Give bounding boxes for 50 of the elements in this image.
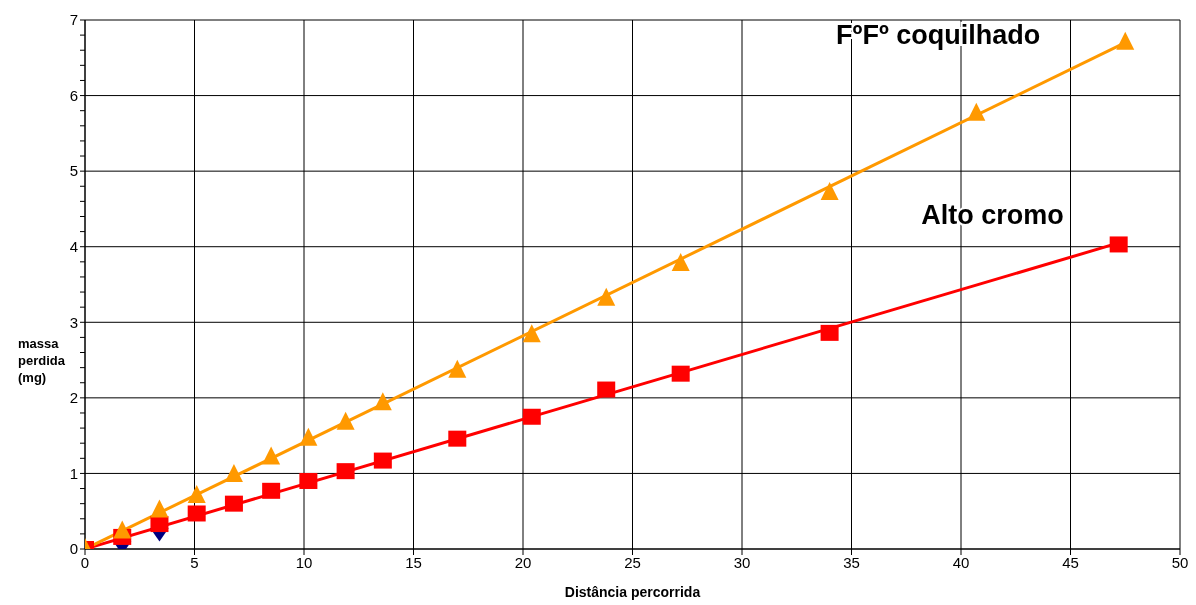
y-axis-title: massa perdida (mg)	[18, 335, 66, 385]
point	[299, 427, 318, 446]
point	[373, 392, 392, 411]
point	[150, 516, 169, 533]
y-tick-label: 2	[69, 389, 78, 407]
point	[967, 102, 986, 121]
point	[224, 463, 243, 482]
x-tick-label: 15	[405, 553, 422, 571]
x-tick-label: 50	[1171, 553, 1189, 571]
point	[187, 505, 206, 522]
point	[336, 463, 355, 480]
point	[1116, 31, 1135, 50]
point	[262, 446, 281, 465]
x-tick-label: 25	[624, 553, 641, 571]
x-tick-label: 0	[80, 553, 90, 571]
y-tick-label: 6	[69, 86, 78, 104]
point	[448, 430, 467, 447]
point	[113, 520, 132, 539]
x-tick-label: 35	[843, 553, 860, 571]
x-tick-label: 10	[295, 553, 313, 571]
point	[373, 452, 392, 469]
x-tick-label: 30	[733, 553, 751, 571]
point	[299, 472, 318, 489]
point	[150, 499, 169, 518]
point	[671, 253, 690, 272]
y-tick-label: 3	[69, 313, 78, 331]
point	[522, 408, 541, 425]
point	[262, 482, 281, 499]
y-tick-label: 5	[69, 162, 78, 180]
x-tick-label: 45	[1062, 553, 1079, 571]
series-label: Alto cromo	[921, 199, 1064, 230]
point	[820, 324, 839, 341]
x-tick-label: 20	[514, 553, 532, 571]
point	[224, 495, 243, 512]
y-tick-label: 7	[69, 11, 78, 29]
point	[522, 324, 541, 343]
point	[1109, 236, 1128, 253]
y-tick-label: 1	[69, 464, 78, 482]
x-axis-title: Distância percorrida	[564, 584, 701, 600]
point	[820, 182, 839, 201]
y-tick-label: 4	[69, 238, 78, 256]
y-tick-label: 0	[69, 540, 78, 558]
point	[597, 287, 616, 306]
x-tick-label: 40	[952, 553, 970, 571]
point	[187, 485, 206, 504]
x-tick-label: 5	[190, 553, 199, 571]
point	[671, 365, 690, 382]
point	[597, 381, 616, 398]
point	[336, 411, 355, 430]
point	[448, 359, 467, 378]
